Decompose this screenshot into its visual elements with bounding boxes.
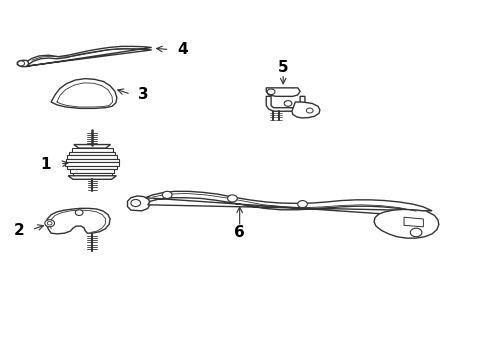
Circle shape (131, 199, 140, 207)
Polygon shape (22, 46, 151, 67)
Polygon shape (265, 88, 300, 96)
Polygon shape (67, 166, 117, 169)
Circle shape (75, 210, 83, 215)
Polygon shape (69, 152, 115, 155)
Circle shape (284, 100, 291, 106)
Polygon shape (65, 159, 119, 162)
Polygon shape (73, 173, 111, 176)
Polygon shape (67, 155, 117, 159)
Polygon shape (74, 145, 110, 148)
Polygon shape (145, 192, 431, 217)
Polygon shape (127, 196, 150, 211)
Polygon shape (265, 96, 305, 111)
Polygon shape (70, 169, 114, 173)
Text: 2: 2 (14, 223, 24, 238)
Circle shape (227, 195, 237, 202)
Circle shape (162, 192, 172, 198)
Circle shape (306, 108, 312, 113)
Circle shape (297, 201, 307, 208)
Circle shape (18, 61, 24, 66)
Polygon shape (72, 148, 112, 152)
Polygon shape (68, 176, 116, 179)
Text: 1: 1 (41, 157, 51, 172)
Text: 5: 5 (277, 60, 288, 75)
Polygon shape (51, 78, 117, 108)
Circle shape (47, 221, 52, 225)
Polygon shape (403, 217, 423, 227)
Circle shape (45, 220, 54, 227)
Polygon shape (17, 60, 28, 67)
Polygon shape (373, 210, 438, 238)
Text: 4: 4 (177, 42, 187, 57)
Text: 6: 6 (234, 225, 244, 240)
Polygon shape (65, 162, 119, 166)
Circle shape (266, 89, 274, 95)
Circle shape (409, 228, 421, 237)
Polygon shape (291, 102, 319, 118)
Text: 3: 3 (138, 87, 148, 103)
Polygon shape (46, 208, 110, 234)
